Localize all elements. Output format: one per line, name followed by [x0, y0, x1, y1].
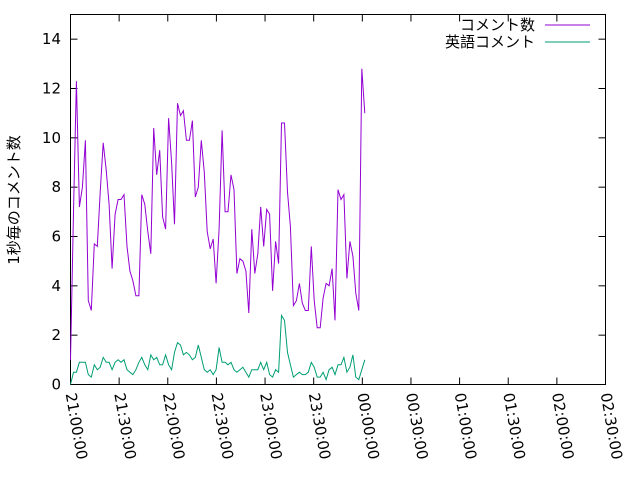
x-tick-label: 01:30:00: [499, 391, 528, 460]
x-tick-label: 21:30:00: [110, 391, 139, 460]
series-line-2: [70, 313, 366, 385]
x-tick-label: 22:00:00: [159, 391, 188, 460]
y-tick-label: 6: [51, 228, 61, 246]
y-tick-label: 14: [42, 30, 61, 48]
x-tick-label: 02:30:00: [597, 391, 626, 460]
series-layer: [70, 68, 366, 385]
plot-frame: [70, 14, 606, 385]
x-tick-label: 21:00:00: [62, 391, 91, 460]
legend-label: 英語コメント: [445, 33, 535, 51]
y-axis-label: 1秒毎のコメント数: [5, 135, 23, 265]
y-tick-label: 12: [42, 80, 61, 98]
x-tick-label: 02:00:00: [548, 391, 577, 460]
y-tick-label: 2: [51, 326, 61, 344]
x-tick-label: 00:00:00: [353, 391, 382, 460]
x-tick-label: 00:30:00: [402, 391, 431, 460]
y-tick-label: 8: [51, 178, 61, 196]
legend-label: コメント数: [460, 16, 535, 34]
y-tick-label: 10: [42, 129, 61, 147]
x-tick-label: 23:30:00: [305, 391, 334, 460]
x-tick-label: 01:00:00: [451, 391, 480, 460]
series-line-1: [70, 68, 366, 360]
y-tick-label: 0: [51, 376, 61, 394]
axes: [70, 14, 606, 385]
ticks: 0 2 4 6 8 10 12 14 21:00:00 21:30:00 22:00:00 22:30…: [42, 14, 626, 461]
x-tick-label: 22:30:00: [208, 391, 237, 460]
x-tick-label: 23:00:00: [256, 391, 285, 460]
y-tick-label: 4: [51, 277, 61, 295]
